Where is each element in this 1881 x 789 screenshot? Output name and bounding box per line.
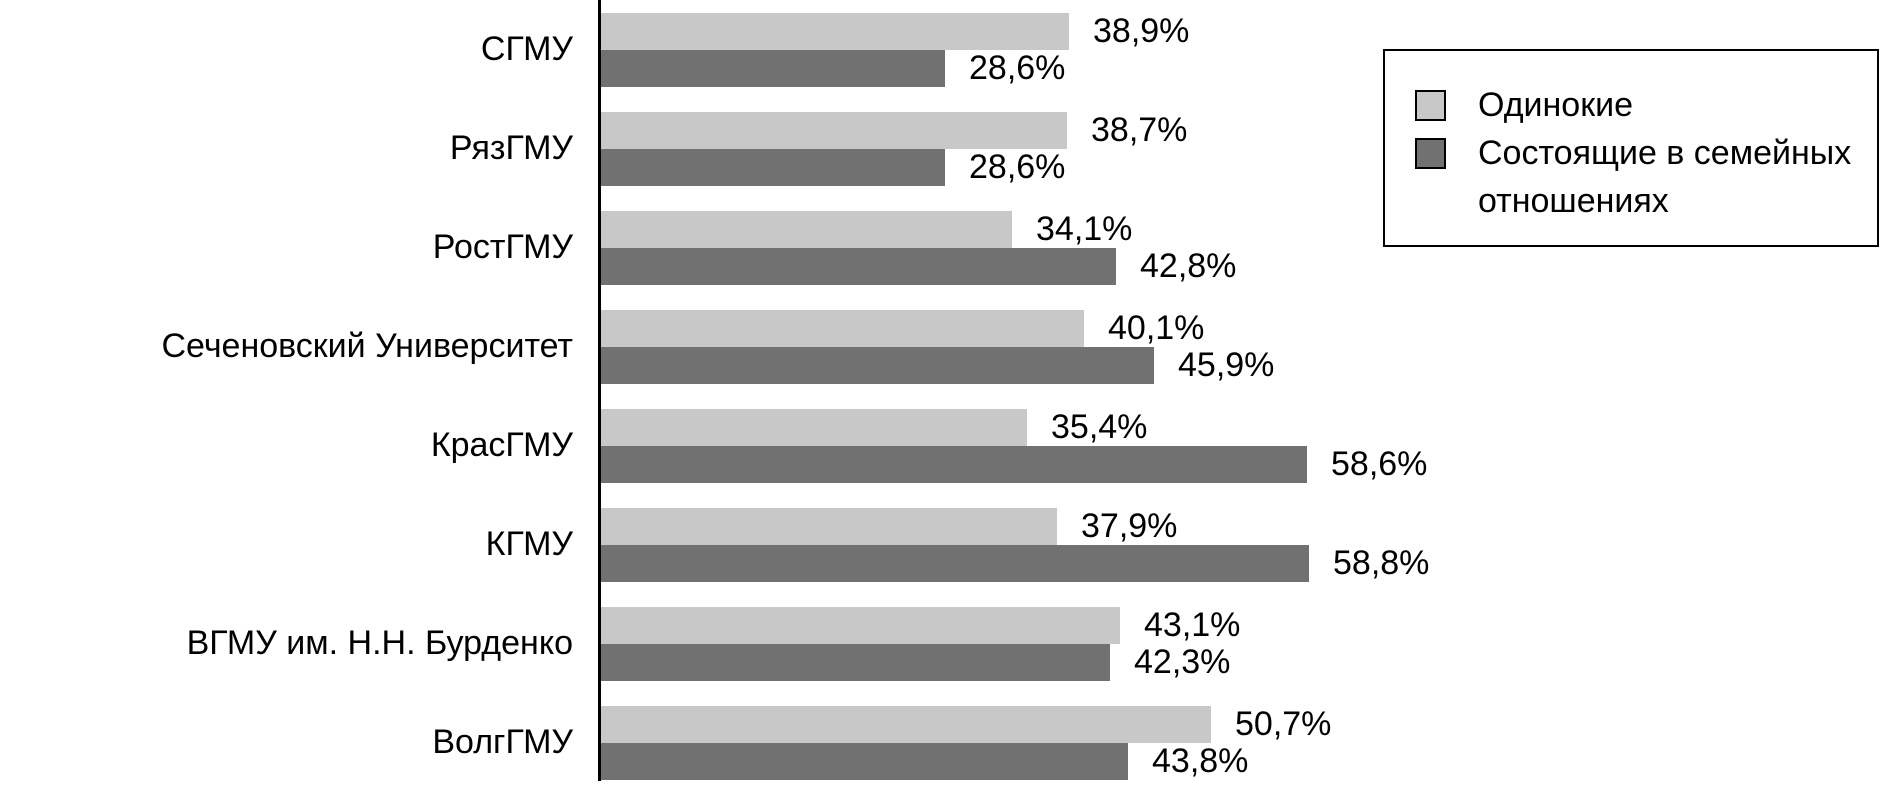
legend-label-single: Одинокие [1478, 86, 1633, 124]
bar-group: 34,1% 42,8% [601, 210, 1881, 285]
chart-row: ВГМУ им. Н.Н. Бурденко 43,1% 42,3% [0, 606, 1881, 681]
value-label: 38,9% [1093, 12, 1190, 50]
value-label: 28,6% [969, 148, 1066, 186]
bar [601, 409, 1027, 446]
bar-line: 45,9% [601, 346, 1881, 384]
bar-line: 28,6% [601, 148, 1881, 186]
value-label: 42,3% [1134, 643, 1231, 681]
bar [601, 149, 945, 186]
bar [601, 743, 1128, 780]
legend-label-family: Состоящие в семейных отношениях [1478, 134, 1852, 220]
bar-group: 50,7% 43,8% [601, 705, 1881, 780]
category-label: РязГМУ [449, 129, 573, 168]
bar-group: 35,4% 58,6% [601, 408, 1881, 483]
bar-group: 40,1% 45,9% [601, 309, 1881, 384]
chart-row: РязГМУ 38,7% 28,6% [0, 111, 1881, 186]
value-label: 37,9% [1081, 507, 1178, 545]
bar-group: 38,9% 28,6% [601, 12, 1881, 87]
value-label: 34,1% [1036, 210, 1133, 248]
y-axis-line [598, 0, 601, 781]
bar [601, 607, 1120, 644]
bar [601, 112, 1067, 149]
category-label: Сеченовский Университет [161, 327, 573, 366]
bar [601, 545, 1309, 582]
bar-line: 42,3% [601, 643, 1881, 681]
bar [601, 706, 1211, 743]
bar [601, 211, 1012, 248]
bar-line: 38,9% [601, 12, 1881, 50]
bar-line: 35,4% [601, 408, 1881, 446]
value-label: 58,6% [1331, 445, 1428, 483]
bar-line: 58,6% [601, 445, 1881, 483]
bar [601, 347, 1154, 384]
chart-row: Сеченовский Университет 40,1% 45,9% [0, 309, 1881, 384]
value-label: 38,7% [1091, 111, 1188, 149]
category-label: КГМУ [485, 525, 573, 564]
legend-swatch-family [1415, 138, 1446, 169]
chart-row: КрасГМУ 35,4% 58,6% [0, 408, 1881, 483]
value-label: 28,6% [969, 49, 1066, 87]
bar-line: 38,7% [601, 111, 1881, 149]
bar [601, 446, 1307, 483]
bar-line: 28,6% [601, 49, 1881, 87]
value-label: 50,7% [1235, 705, 1332, 743]
bar [601, 248, 1116, 285]
category-label: КрасГМУ [430, 426, 573, 465]
legend-swatch-single [1415, 90, 1446, 121]
bar-line: 37,9% [601, 507, 1881, 545]
bar [601, 13, 1069, 50]
chart-row: ВолгГМУ 50,7% 43,8% [0, 705, 1881, 780]
bar-group: 43,1% 42,3% [601, 606, 1881, 681]
chart-row: СГМУ 38,9% 28,6% [0, 12, 1881, 87]
value-label: 58,8% [1333, 544, 1430, 582]
category-label: ВолгГМУ [432, 723, 573, 762]
legend-entry-family: Состоящие в семейных отношениях [1415, 129, 1877, 225]
chart-rows: СГМУ 38,9% 28,6% РязГМУ 38,7% [0, 12, 1881, 789]
bar-group: 38,7% 28,6% [601, 111, 1881, 186]
chart-row: КГМУ 37,9% 58,8% [0, 507, 1881, 582]
bar [601, 644, 1110, 681]
bar-line: 34,1% [601, 210, 1881, 248]
legend: Одинокие Состоящие в семейных отношениях [1383, 49, 1879, 247]
category-label: ВГМУ им. Н.Н. Бурденко [186, 624, 573, 663]
bar-line: 40,1% [601, 309, 1881, 347]
bar-line: 43,1% [601, 606, 1881, 644]
bar [601, 50, 945, 87]
bar-line: 50,7% [601, 705, 1881, 743]
value-label: 35,4% [1051, 408, 1148, 446]
chart-row: РостГМУ 34,1% 42,8% [0, 210, 1881, 285]
bar-line: 58,8% [601, 544, 1881, 582]
category-label: СГМУ [480, 30, 573, 69]
value-label: 40,1% [1108, 309, 1205, 347]
bar [601, 310, 1084, 347]
legend-entry-single: Одинокие [1415, 81, 1877, 129]
bar-line: 42,8% [601, 247, 1881, 285]
value-label: 45,9% [1178, 346, 1275, 384]
value-label: 42,8% [1140, 247, 1237, 285]
value-label: 43,8% [1152, 742, 1249, 780]
value-label: 43,1% [1144, 606, 1241, 644]
category-label: РостГМУ [432, 228, 573, 267]
bar [601, 508, 1057, 545]
bar-line: 43,8% [601, 742, 1881, 780]
bar-group: 37,9% 58,8% [601, 507, 1881, 582]
